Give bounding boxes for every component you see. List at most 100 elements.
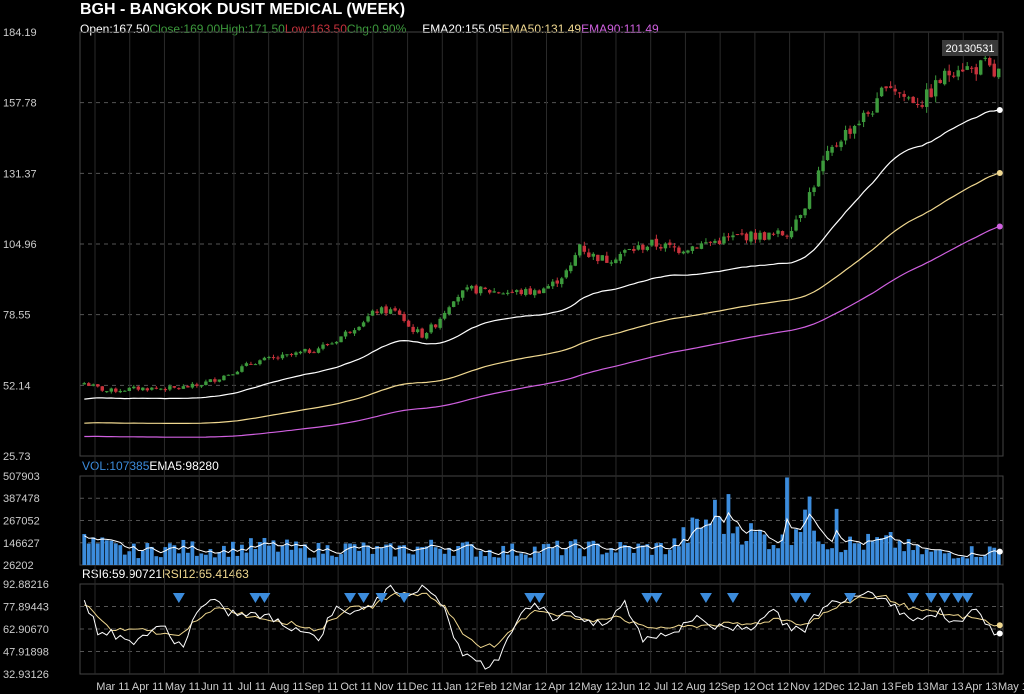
rsi-signal-marker xyxy=(375,593,388,603)
candle-body xyxy=(303,349,307,352)
candle-body xyxy=(573,255,577,266)
volume-bar xyxy=(528,557,533,565)
volume-bar xyxy=(658,542,663,565)
volume-bar xyxy=(240,544,244,565)
candle-body xyxy=(758,232,762,240)
volume-bar xyxy=(303,544,307,565)
candle-body xyxy=(460,290,465,298)
volume-bar xyxy=(866,533,870,565)
volume-bar xyxy=(906,539,911,565)
candle-body xyxy=(875,98,879,113)
candle-body xyxy=(596,254,600,262)
x-tick-label: Jan 12 xyxy=(444,681,477,693)
volume-bar xyxy=(965,558,970,565)
candle-body xyxy=(366,316,370,322)
candle-body xyxy=(735,234,740,236)
candle-body xyxy=(127,387,132,391)
volume-bar xyxy=(136,558,141,565)
candle-body xyxy=(942,70,947,85)
volume-bar xyxy=(442,553,447,565)
volume-bar xyxy=(713,499,717,565)
candle-body xyxy=(537,290,541,294)
ema90-line xyxy=(84,225,999,438)
candle-body xyxy=(474,285,478,294)
rsi-signal-marker xyxy=(172,593,185,603)
candle-body xyxy=(798,215,803,219)
volume-bar xyxy=(194,555,199,565)
volume-bar xyxy=(956,557,961,565)
volume-bar xyxy=(118,545,123,565)
candle-body xyxy=(91,384,95,386)
candle-body xyxy=(213,379,217,382)
price-axis-tick-label: 131.37 xyxy=(3,168,37,180)
volume-bar xyxy=(298,548,303,565)
rsi-axis-tick-label: 47.91898 xyxy=(3,647,49,659)
candle-body xyxy=(555,280,559,284)
volume-bar xyxy=(267,545,271,565)
volume-bar xyxy=(185,552,190,565)
candle-body xyxy=(974,67,978,75)
rsi-signal-marker xyxy=(398,593,411,603)
volume-bar xyxy=(735,526,740,565)
rsi-header: RSI6:59.90721RSI12:65.41463 xyxy=(82,567,249,581)
x-tick-label: May 12 xyxy=(581,681,617,693)
volume-ema-value: EMA5:98280 xyxy=(149,459,219,473)
candle-body xyxy=(307,349,312,353)
candle-body xyxy=(325,344,330,346)
volume-bar xyxy=(771,545,776,565)
candle-body xyxy=(515,290,519,293)
candle-body xyxy=(564,270,568,278)
volume-ema-line xyxy=(84,511,999,558)
volume-bar xyxy=(947,552,952,565)
volume-bar xyxy=(667,549,672,565)
candle-body xyxy=(645,246,650,251)
rsi-axis-tick-label: 32.93126 xyxy=(3,669,49,681)
candle-body xyxy=(375,311,379,313)
candle-body xyxy=(370,310,375,316)
volume-bar xyxy=(861,549,866,565)
volume-bar xyxy=(447,547,452,565)
volume-bar xyxy=(519,553,524,565)
x-tick-label: Sep 12 xyxy=(721,681,756,693)
candle-body xyxy=(506,292,510,294)
x-tick-label: Sep 11 xyxy=(304,681,338,693)
volume-bar xyxy=(95,543,100,565)
volume-bar xyxy=(803,509,807,565)
candle-body xyxy=(609,262,614,264)
candle-body xyxy=(749,231,753,242)
volume-bar xyxy=(343,543,348,565)
x-tick-label: Nov 12 xyxy=(790,681,825,693)
candle-body xyxy=(186,386,190,388)
rsi-signal-marker xyxy=(907,593,920,603)
volume-bar xyxy=(834,508,839,565)
candle-body xyxy=(163,388,168,391)
volume-bar xyxy=(163,547,168,565)
volume-bar xyxy=(807,496,812,565)
candle-body xyxy=(132,386,136,389)
volume-bar xyxy=(199,553,204,565)
candle-body xyxy=(114,388,118,392)
volume-bar xyxy=(113,543,118,565)
volume-bar xyxy=(857,543,861,565)
candle-body xyxy=(483,287,487,290)
candle-body xyxy=(825,150,830,161)
volume-bar xyxy=(582,556,587,565)
volume-bar xyxy=(91,537,96,565)
candle-body xyxy=(618,253,623,261)
volume-bar xyxy=(82,534,87,565)
volume-bar xyxy=(555,540,560,565)
volume-bar xyxy=(722,533,726,565)
candle-body xyxy=(879,87,884,97)
volume-bar xyxy=(357,550,361,565)
volume-bar xyxy=(830,548,834,565)
candle-body xyxy=(208,379,213,382)
candle-body xyxy=(280,354,285,359)
candle-body xyxy=(924,89,929,107)
candle-body xyxy=(141,387,145,391)
candle-body xyxy=(217,379,222,382)
volume-bar xyxy=(695,518,699,565)
volume-bar xyxy=(740,544,744,565)
volume-bar xyxy=(843,549,848,565)
candle-body xyxy=(546,286,550,289)
